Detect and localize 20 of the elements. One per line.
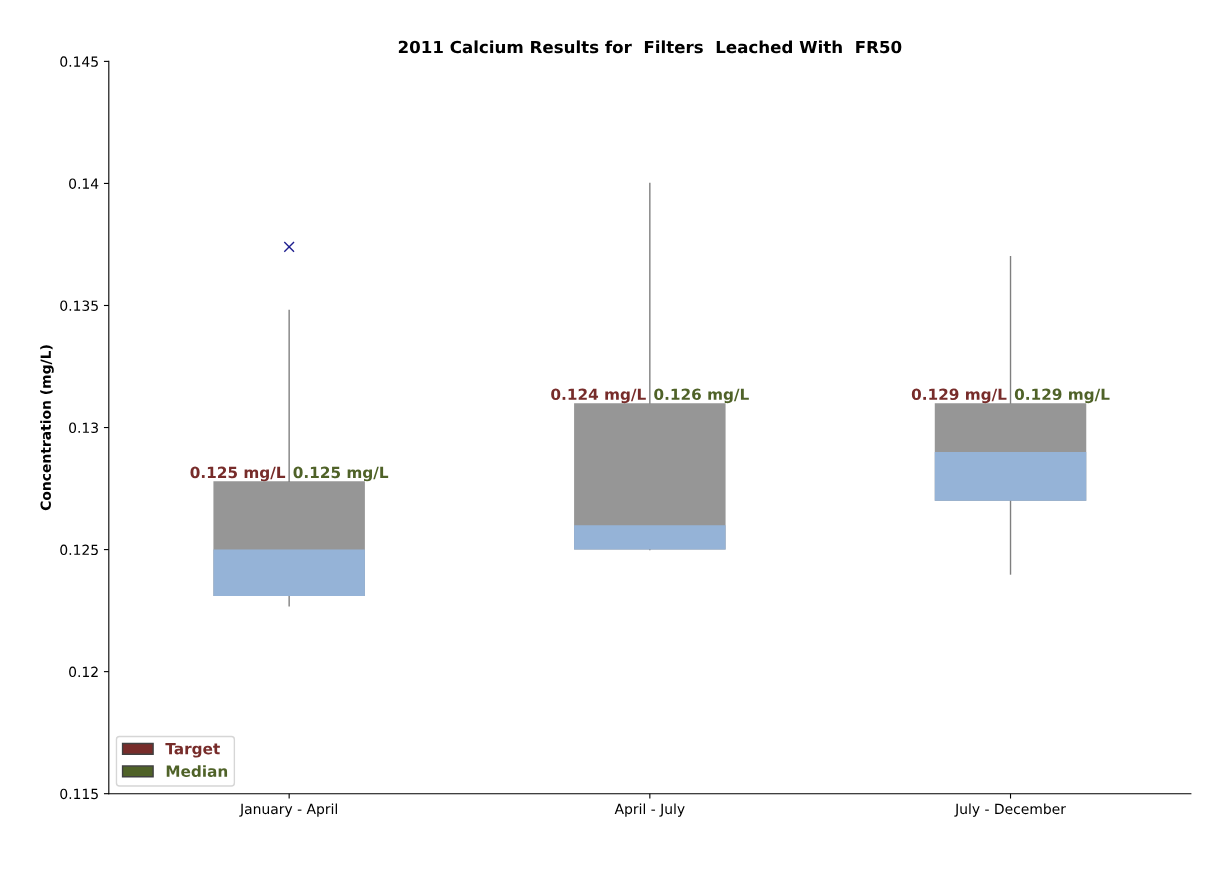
legend-label: Target bbox=[165, 743, 220, 758]
chart-title: 2011 Calcium Results for Filters Leached With FR50 bbox=[398, 40, 902, 54]
y-tick-label: 0.125 bbox=[60, 544, 98, 556]
text: 0.124 mg/L bbox=[551, 388, 646, 404]
y-tick-label: 0.135 bbox=[60, 300, 98, 311]
text: 0.129 mg/L bbox=[1014, 388, 1110, 404]
text: 0.129 mg/L bbox=[911, 388, 1007, 404]
y-tick-label: 0.12 bbox=[69, 666, 98, 678]
y-tick-label: 0.14 bbox=[69, 178, 99, 189]
y-axis-title: Concentration (mg/L) bbox=[40, 345, 54, 511]
y-tick-label: 0.13 bbox=[69, 422, 98, 434]
text: 0.125 mg/L bbox=[190, 466, 286, 482]
y-tick-label: 0.145 bbox=[60, 56, 98, 67]
x-tick-label: January - April bbox=[239, 803, 337, 817]
text: 0.125 mg/L bbox=[293, 466, 389, 482]
legend-label: Median bbox=[166, 765, 228, 777]
x-tick-label: July - December bbox=[954, 803, 1066, 817]
x-tick-label: April - July bbox=[614, 803, 685, 817]
y-tick-label: 0.115 bbox=[60, 788, 98, 800]
text: 0.126 mg/L bbox=[654, 388, 749, 404]
